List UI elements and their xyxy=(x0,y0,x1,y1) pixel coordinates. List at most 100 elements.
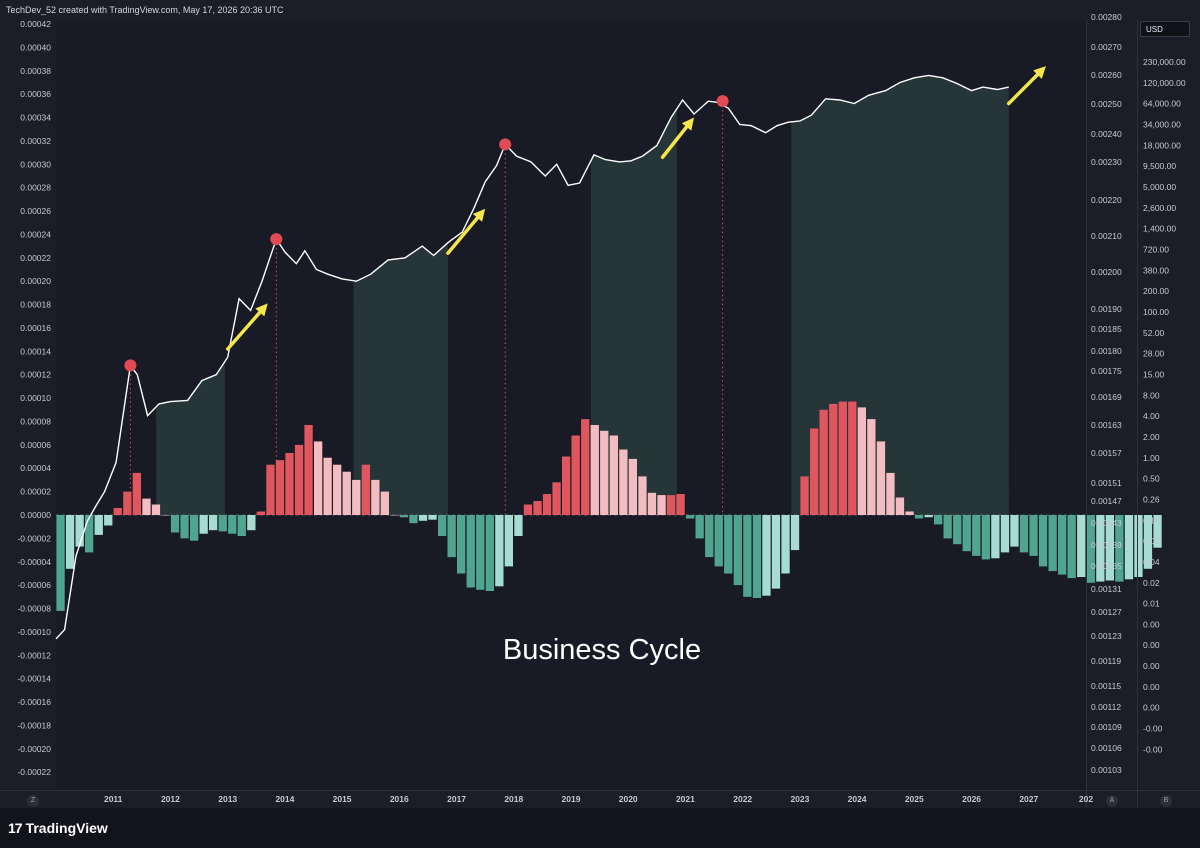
histogram-bar xyxy=(361,464,370,515)
right-axis-1-tick-label: 0.00169 xyxy=(1091,392,1122,402)
right-axis-2-tick-label: 28.00 xyxy=(1143,349,1165,359)
histogram-bar xyxy=(867,419,876,515)
histogram-bar xyxy=(438,515,447,536)
currency-button[interactable]: USD xyxy=(1140,21,1190,37)
right-axis-2-tick-label: 4.00 xyxy=(1143,411,1160,421)
histogram-bar xyxy=(1096,515,1105,582)
right-axis-1-tick-label: 0.00163 xyxy=(1091,420,1122,430)
shaded-region-2 xyxy=(591,108,677,516)
tradingview-logo[interactable]: 17 TradingView xyxy=(8,820,108,836)
histogram-bar xyxy=(94,515,103,535)
left-axis-tick-label: -0.00018 xyxy=(17,720,51,730)
x-axis-tick-label: 202 xyxy=(1079,794,1093,804)
right-axis-1-tick-label: 0.00220 xyxy=(1091,195,1122,205)
histogram-bar xyxy=(1086,515,1095,583)
histogram-bar xyxy=(247,515,256,531)
histogram-bar xyxy=(619,449,628,515)
histogram-bar xyxy=(476,515,485,590)
auto-scale-button[interactable]: A xyxy=(1106,795,1118,807)
right-axis-1-tick-label: 0.00115 xyxy=(1091,681,1121,691)
left-axis-tick-label: 0.00036 xyxy=(20,89,51,99)
histogram-bar xyxy=(752,515,762,598)
left-axis-tick-label: -0.00022 xyxy=(17,767,51,777)
right-axis-2-tick-label: 120,000.00 xyxy=(1143,78,1186,88)
left-axis-tick-label: 0.00018 xyxy=(20,300,51,310)
histogram-bar xyxy=(342,471,351,515)
header-caption: TechDev_52 created with TradingView.com,… xyxy=(6,5,284,15)
histogram-bar xyxy=(686,515,695,519)
right-axis-2-tick-label: 15.00 xyxy=(1143,369,1165,379)
histogram-bar xyxy=(657,495,666,515)
right-axis-1-tick-label: 0.00143 xyxy=(1091,518,1122,528)
left-axis-tick-label: 0.00032 xyxy=(20,136,51,146)
trend-arrow-head-icon xyxy=(472,208,486,222)
footer-bar xyxy=(0,808,1200,848)
histogram-bar xyxy=(75,515,84,547)
right-axis-1-tick-label: 0.00270 xyxy=(1091,42,1122,52)
right-axis-2-tick-label: 0.00 xyxy=(1143,703,1160,713)
histogram-bar xyxy=(514,515,523,536)
histogram-bar xyxy=(666,495,676,515)
right-axis-2-tick-label: 0.26 xyxy=(1143,494,1160,504)
x-axis-tick-label: 2019 xyxy=(562,794,581,804)
histogram-bar xyxy=(638,476,647,515)
histogram-bar xyxy=(1153,515,1162,548)
left-axis-tick-label: 0.00008 xyxy=(20,417,51,427)
trend-arrow-head-icon xyxy=(681,117,695,131)
histogram-bar xyxy=(829,403,838,515)
histogram-bar xyxy=(161,515,170,516)
histogram-bar xyxy=(237,515,246,536)
business-cycle-label: Business Cycle xyxy=(503,634,701,666)
left-axis-tick-label: 0.00024 xyxy=(20,229,51,239)
histogram-bar xyxy=(771,515,781,589)
left-axis-tick-label: -0.00004 xyxy=(17,557,51,567)
scale-z-button[interactable]: Z xyxy=(27,795,39,807)
right-axis-1-tick-label: 0.00123 xyxy=(1091,631,1122,641)
histogram-bar xyxy=(457,515,466,574)
histogram-bar xyxy=(418,515,428,521)
x-axis-tick-label: 2025 xyxy=(905,794,924,804)
histogram-bar xyxy=(810,428,819,515)
right-axis-2-tick-label: 380.00 xyxy=(1143,265,1169,275)
histogram-bar xyxy=(65,515,75,569)
histogram-bar xyxy=(886,472,895,515)
histogram-bar xyxy=(552,482,561,515)
right-axis-2-tick-label: 2,600.00 xyxy=(1143,203,1176,213)
histogram-bar xyxy=(409,515,418,524)
cycle-peak-marker xyxy=(716,95,729,108)
histogram-bar xyxy=(695,515,704,539)
histogram-bar xyxy=(1143,515,1153,569)
histogram-bar xyxy=(953,515,962,545)
histogram-bar xyxy=(991,515,1000,559)
left-axis-tick-label: 0.00034 xyxy=(20,113,51,123)
left-axis-tick-label: 0.00028 xyxy=(20,183,51,193)
histogram-bar xyxy=(609,435,618,515)
histogram-bar xyxy=(170,515,180,533)
right-axis-2-tick-label: 0.01 xyxy=(1143,599,1160,609)
histogram-bar xyxy=(123,491,132,515)
x-axis-tick-label: 2011 xyxy=(104,794,123,804)
right-axis-2-tick-label: 0.00 xyxy=(1143,640,1160,650)
histogram-bar xyxy=(571,435,580,515)
histogram-bar xyxy=(1115,515,1124,582)
right-axis-1-tick-label: 0.00230 xyxy=(1091,157,1122,167)
log-scale-button[interactable]: B xyxy=(1160,795,1172,807)
histogram-bar xyxy=(485,515,494,591)
header-bar: TechDev_52 created with TradingView.com,… xyxy=(0,0,1200,20)
histogram-bar xyxy=(495,515,504,587)
x-axis-tick-label: 2021 xyxy=(676,794,695,804)
left-axis-tick-label: 0.00002 xyxy=(20,487,51,497)
histogram-bar xyxy=(85,515,94,553)
left-axis-tick-label: -0.00010 xyxy=(17,627,51,637)
right-axis-1-tick-label: 0.00157 xyxy=(1091,448,1122,458)
left-axis-tick-label: -0.00006 xyxy=(17,580,51,590)
tradingview-mark-icon: 17 xyxy=(8,820,23,836)
histogram-bar xyxy=(113,508,122,515)
right-axis-1-tick-label: 0.00112 xyxy=(1091,702,1121,712)
histogram-bar xyxy=(1058,515,1067,575)
histogram-bar xyxy=(819,409,828,515)
right-axis-1-tick-label: 0.00139 xyxy=(1091,540,1122,550)
left-axis-tick-label: 0.00010 xyxy=(20,393,51,403)
chart-svg[interactable]: Business Cycle0.000420.000400.000380.000… xyxy=(0,0,1200,808)
histogram-bar xyxy=(676,494,685,515)
